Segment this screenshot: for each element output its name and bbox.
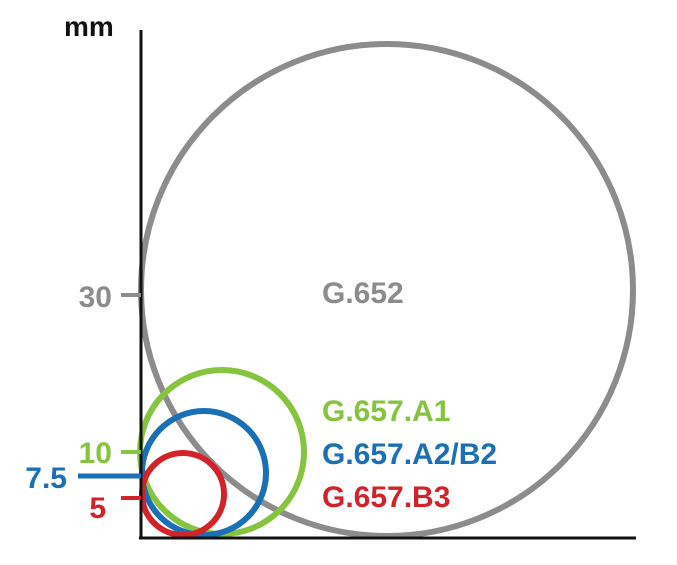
- label-g657-b3: G.657.B3: [322, 481, 450, 514]
- tick-label-7-5: 7.5: [25, 462, 67, 495]
- label-g657-a1: G.657.A1: [322, 395, 450, 428]
- axis-unit-label: mm: [64, 11, 114, 42]
- circle-g657-a2-b2: [139, 408, 269, 538]
- tick-label-10: 10: [79, 437, 112, 470]
- label-g657-a2-b2: G.657.A2/B2: [322, 438, 497, 471]
- tick-label-30: 30: [79, 281, 112, 314]
- tick-label-5: 5: [89, 492, 106, 525]
- label-g652: G.652: [322, 277, 404, 310]
